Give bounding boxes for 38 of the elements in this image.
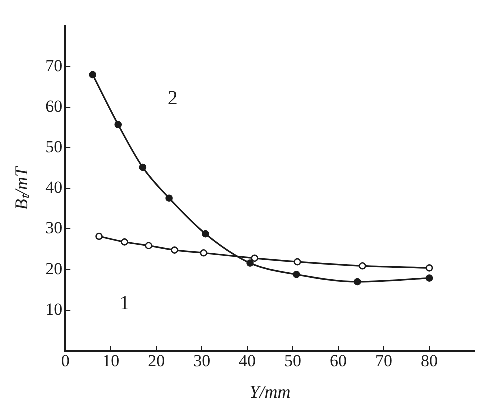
x-tick-label: 30 [194, 352, 211, 371]
point [96, 232, 103, 240]
point [200, 250, 208, 257]
x-axis-title: Y/mm [250, 382, 291, 402]
x-tick-label: 80 [421, 352, 438, 371]
point [426, 274, 434, 282]
point [171, 246, 178, 254]
point [246, 260, 254, 267]
point [121, 238, 128, 246]
y-tick-label: 50 [46, 137, 63, 156]
y-tick-label: 40 [46, 178, 63, 198]
x-tick-label: 40 [239, 352, 256, 371]
y-axis-title: Bₜ/mT [12, 165, 32, 210]
x-tick-label: 20 [148, 352, 166, 371]
point [293, 271, 300, 278]
y-tick-label: 60 [46, 96, 63, 116]
x-tick-label: 60 [330, 352, 348, 371]
point [294, 258, 302, 266]
text: 2 [168, 88, 178, 110]
point [358, 262, 366, 270]
text: 1 [120, 292, 130, 314]
point [426, 264, 434, 272]
x-tick-label: 0 [61, 352, 70, 371]
y-tick-label: 30 [46, 218, 63, 238]
x-tick-label: 50 [284, 352, 302, 371]
x-tick-label: 70 [376, 352, 393, 371]
point [145, 242, 152, 250]
point [251, 254, 258, 262]
x-tick-label: 10 [102, 352, 120, 371]
point [354, 278, 362, 286]
point [89, 71, 97, 79]
y-tick-label: 20 [46, 259, 63, 278]
point [139, 164, 147, 172]
point [166, 194, 173, 202]
point [202, 230, 210, 238]
point [114, 121, 122, 129]
y-tick-label: 10 [46, 300, 63, 319]
y-tick-label: 70 [46, 56, 63, 76]
